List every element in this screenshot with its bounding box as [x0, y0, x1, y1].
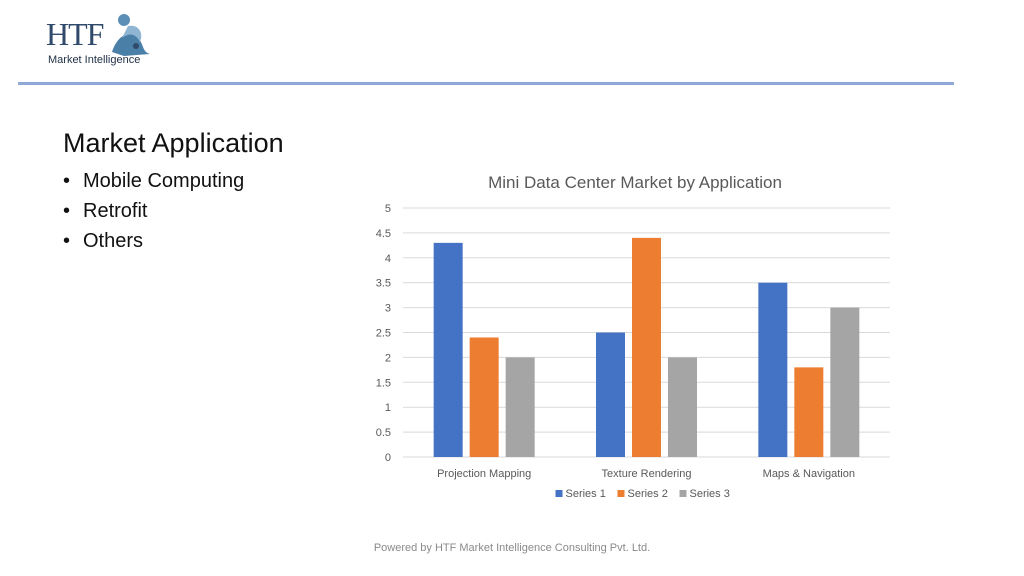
- bullet-item: • Retrofit: [63, 200, 148, 222]
- x-tick-label: Texture Rendering: [602, 468, 692, 480]
- logo-figure-icon: [112, 14, 150, 56]
- bar: [758, 282, 788, 457]
- bar: [433, 242, 463, 457]
- legend-swatch: [617, 490, 625, 497]
- y-tick-label: 4.5: [376, 228, 391, 240]
- bar: [830, 307, 860, 457]
- logo-tagline: Market Intelligence: [48, 54, 141, 66]
- bullet-item: • Others: [63, 230, 144, 252]
- x-tick-label: Projection Mapping: [437, 468, 531, 480]
- y-tick-label: 2.5: [376, 328, 391, 340]
- logo-brand: HTF: [46, 16, 104, 52]
- bar-chart: Mini Data Center Market by Application 0…: [376, 173, 890, 500]
- legend-label: Series 3: [690, 488, 730, 500]
- y-tick-label: 3: [385, 303, 391, 315]
- htf-logo: HTF Market Intelligence: [46, 12, 156, 72]
- bullet-text: Retrofit: [83, 200, 148, 222]
- legend-label: Series 1: [566, 488, 606, 500]
- section-heading: Market Application: [63, 128, 284, 158]
- bullet-text: Others: [83, 230, 144, 252]
- y-tick-label: 3.5: [376, 278, 391, 290]
- y-tick-label: 2: [385, 352, 391, 364]
- legend-swatch: [555, 490, 563, 497]
- bar: [469, 337, 499, 457]
- bar: [668, 357, 697, 457]
- chart-title: Mini Data Center Market by Application: [488, 173, 782, 192]
- bullet-item: • Mobile Computing: [63, 170, 245, 192]
- header-divider: [18, 82, 954, 85]
- y-tick-label: 0.5: [376, 427, 391, 439]
- y-tick-label: 1: [385, 402, 391, 414]
- y-tick-label: 5: [385, 203, 391, 215]
- bar: [632, 237, 661, 457]
- bullet-text: Mobile Computing: [83, 170, 245, 192]
- footer-credit: Powered by HTF Market Intelligence Consu…: [373, 542, 651, 554]
- legend-swatch: [679, 490, 687, 497]
- legend-label: Series 2: [628, 488, 668, 500]
- y-tick-label: 0: [385, 452, 391, 464]
- bullet-list: • Mobile Computing • Retrofit • Others: [63, 166, 244, 256]
- y-tick-label: 1.5: [376, 377, 391, 389]
- y-tick-label: 4: [385, 253, 391, 265]
- bar: [596, 332, 625, 457]
- x-tick-label: Maps & Navigation: [763, 468, 855, 480]
- bar: [505, 357, 535, 457]
- bar: [794, 367, 824, 457]
